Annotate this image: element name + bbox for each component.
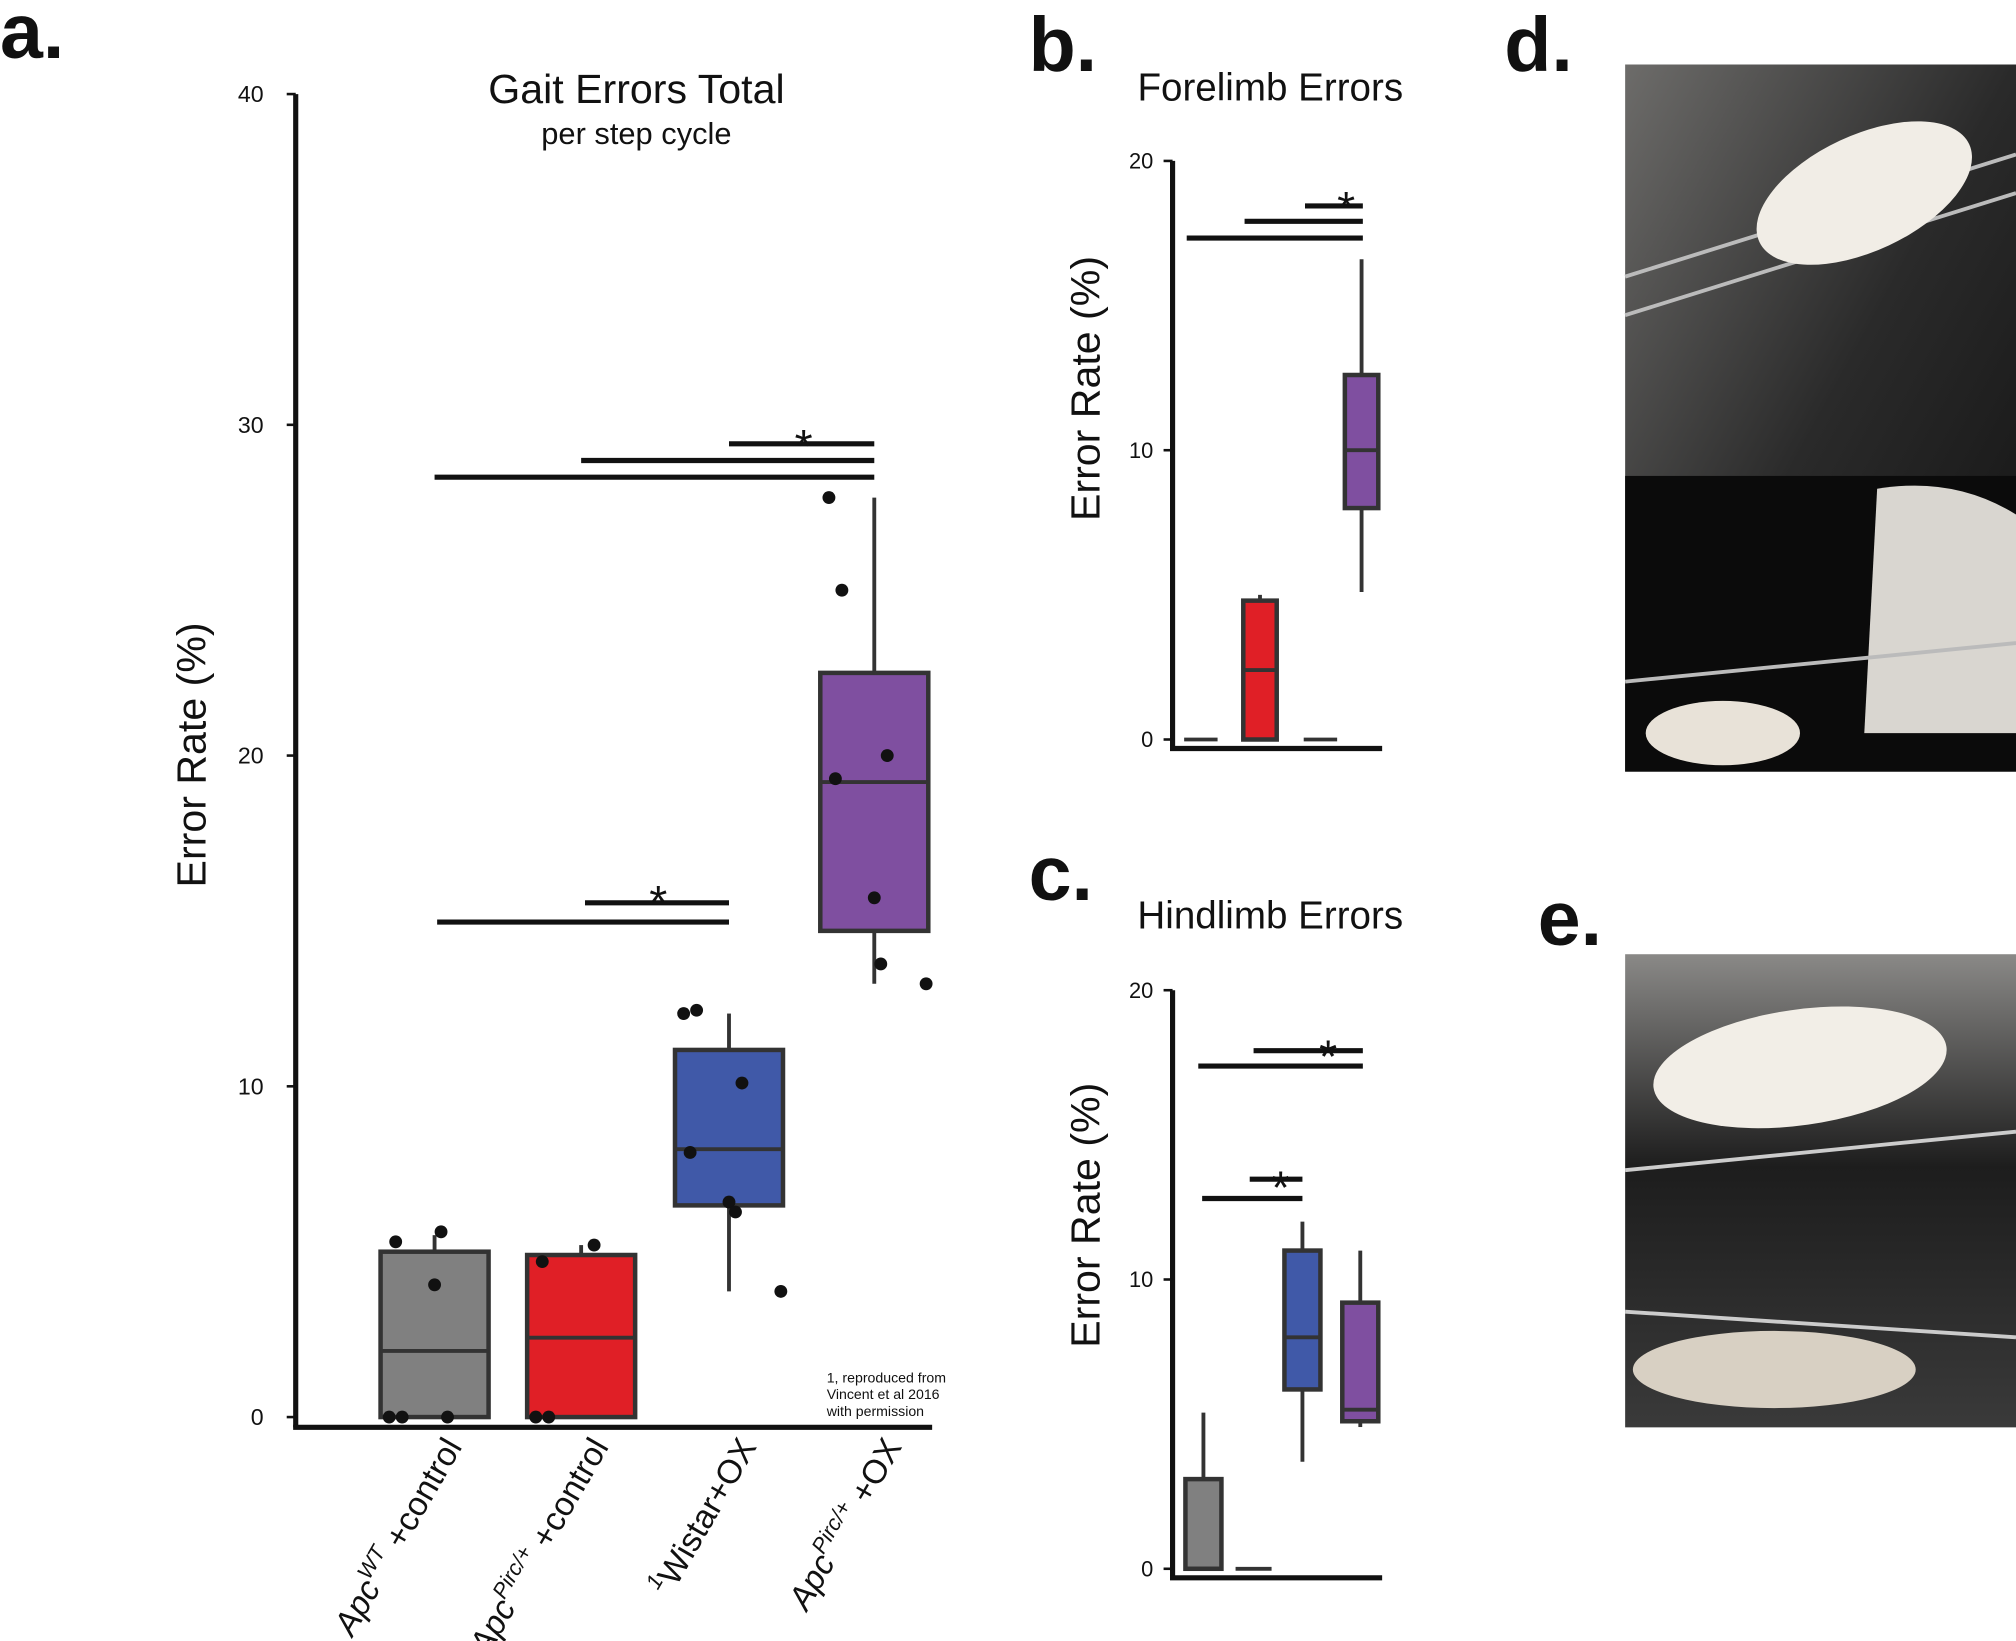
data-point: [735, 1076, 749, 1090]
x-tick-label: 1Wistar+OX: [640, 1430, 764, 1602]
data-point: [395, 1410, 409, 1424]
data-point: [529, 1410, 543, 1424]
x-tick-label: ApcPirc/+ +OX: [776, 1430, 909, 1618]
data-point: [434, 1225, 448, 1239]
data-point: [441, 1410, 454, 1424]
data-point: [683, 1146, 697, 1159]
data-point: [729, 1205, 742, 1219]
photo-e: [1624, 954, 2016, 1428]
note: Vincent et al 2016: [827, 1386, 940, 1402]
y-tick-label: 10: [1129, 1267, 1153, 1292]
data-point: [774, 1284, 788, 1298]
photo-d: [1624, 64, 2016, 772]
y-tick-label: 0: [1141, 1556, 1153, 1581]
chart-title: Hindlimb Errors: [1137, 895, 1403, 938]
y-axis-label: Error Rate (%): [1062, 256, 1108, 521]
box: [1282, 1248, 1323, 1392]
label-part: +control: [373, 1432, 470, 1562]
label-part: +control: [520, 1432, 617, 1562]
data-point: [880, 749, 894, 762]
label-part: +OX: [839, 1432, 910, 1517]
box: [1342, 372, 1381, 511]
y-tick-label: 0: [251, 1404, 264, 1430]
y-axis-label: Error Rate (%): [169, 622, 215, 887]
x-tick-label: ApcPirc/+ +control: [457, 1430, 616, 1641]
data-point: [722, 1195, 736, 1209]
panel-label: e.: [1538, 876, 1602, 962]
data-point: [535, 1255, 549, 1269]
chart-title: Gait Errors Total: [488, 66, 784, 112]
data-point: [389, 1235, 403, 1249]
data-point: [828, 772, 842, 786]
data-point: [919, 977, 933, 991]
data-point: [822, 491, 836, 505]
panel-label: b.: [1029, 2, 1098, 88]
data-point: [690, 1003, 704, 1017]
data-point: [542, 1410, 556, 1424]
data-point: [835, 583, 849, 597]
y-axis-label: Error Rate (%): [1062, 1083, 1108, 1348]
box: [818, 670, 931, 934]
y-tick-label: 20: [1129, 978, 1153, 1003]
label-part: Wistar+OX: [651, 1432, 764, 1591]
box: [1183, 1476, 1224, 1572]
data-point: [587, 1238, 601, 1252]
data-point: [382, 1410, 396, 1424]
label-part: Apc: [462, 1593, 524, 1641]
y-tick-label: 40: [238, 81, 264, 107]
y-tick-label: 30: [238, 412, 264, 438]
data-point: [677, 1007, 691, 1020]
panel-label: d.: [1504, 2, 1573, 88]
panel-label: a.: [0, 0, 64, 75]
y-tick-label: 10: [238, 1073, 264, 1099]
box: [1340, 1300, 1381, 1424]
data-point: [428, 1278, 441, 1292]
chart-subtitle: per step cycle: [541, 116, 731, 151]
significance-star: *: [1272, 1162, 1290, 1214]
label-part: Apc: [326, 1573, 388, 1641]
data-point: [874, 957, 888, 971]
y-tick-label: 10: [1129, 438, 1153, 463]
significance-star: *: [1319, 1031, 1337, 1083]
data-point: [867, 891, 881, 905]
y-tick-label: 20: [1129, 149, 1153, 174]
x-tick-label: ApcWT +control: [322, 1430, 470, 1641]
label-part: Apc: [781, 1548, 843, 1618]
significance-star: *: [649, 876, 667, 928]
significance-star: *: [1337, 182, 1355, 234]
note: with permission: [826, 1403, 924, 1419]
chart-title: Forelimb Errors: [1137, 67, 1403, 110]
panel-label: c.: [1029, 831, 1093, 917]
note: 1, reproduced from: [827, 1369, 946, 1385]
box: [672, 1047, 786, 1208]
y-tick-label: 20: [238, 743, 264, 769]
significance-star: *: [795, 420, 813, 472]
box: [378, 1249, 491, 1420]
significance-bars: [434, 203, 1363, 1202]
y-tick-label: 0: [1141, 727, 1153, 752]
